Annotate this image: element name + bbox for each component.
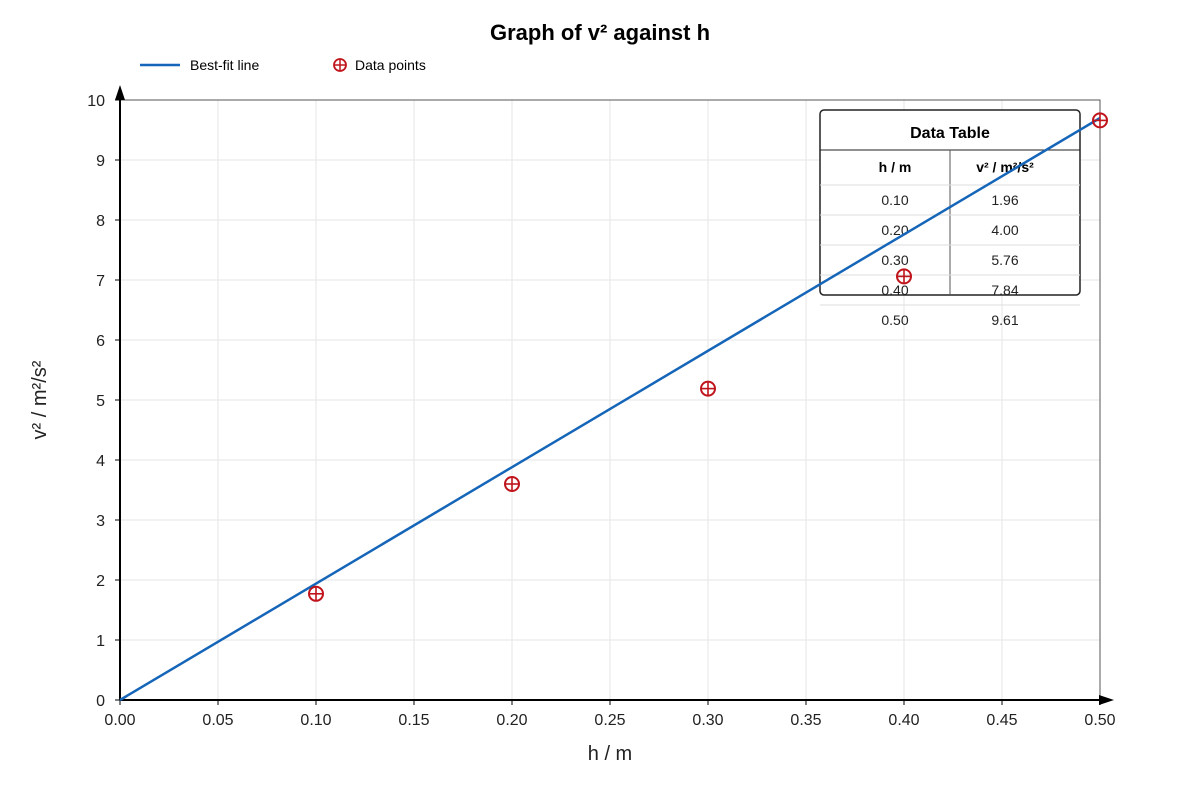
x-tick-label: 0.10 [300, 712, 331, 729]
data-table: Data Table h / m v² / m²/s² 0.10 1.96 0.20… [819, 109, 1081, 328]
ticks: 0.00 0.05 0.10 0.15 0.20 0.25 0.30 0.35 0.40 0.45… [87, 93, 1115, 729]
data-point [504, 476, 520, 492]
y-tick-label: 0 [96, 693, 105, 710]
x-tick-label: 0.05 [202, 712, 233, 729]
x-tick-label: 0.45 [986, 712, 1017, 729]
x-tick-label: 0.30 [692, 712, 723, 729]
legend-label-best-fit: Best-fit line [190, 57, 259, 73]
data-table-cell-h: 0.50 [881, 312, 908, 328]
y-tick-label: 4 [96, 453, 105, 470]
y-tick-label: 1 [96, 633, 105, 650]
x-axis-label: h / m [588, 743, 632, 765]
y-tick-label: 6 [96, 333, 105, 350]
y-tick-label: 5 [96, 393, 105, 410]
data-point [308, 585, 324, 602]
y-tick-label: 10 [87, 93, 105, 110]
y-axis-label: v² / m²/s² [29, 360, 51, 439]
best-fit-line [119, 116, 1101, 702]
x-tick-label: 0.00 [104, 712, 135, 729]
y-tick-label: 8 [96, 213, 105, 230]
chart-title: Graph of v² against h [490, 20, 710, 45]
data-table-cell-v2: 9.61 [991, 312, 1018, 328]
data-point [1092, 112, 1108, 129]
data-table-title: Data Table [910, 125, 990, 142]
legend: Best-fit line Data points [140, 57, 426, 73]
data-table-cell-h: 0.30 [881, 252, 908, 268]
data-table-cell-v2: 4.00 [991, 222, 1018, 238]
data-table-cell-h: 0.10 [881, 192, 908, 208]
data-table-cell-v2: 5.76 [991, 252, 1018, 268]
y-axis-arrow [115, 85, 125, 100]
data-point [700, 380, 716, 397]
data-table-cell-v2: 7.84 [991, 282, 1018, 298]
x-tick-label: 0.15 [398, 712, 429, 729]
data-point [896, 268, 912, 285]
legend-label-data-points: Data points [355, 57, 426, 73]
data-table-cell-h: 0.40 [881, 282, 908, 298]
data-table-header-h: h / m [879, 159, 912, 175]
x-tick-label: 0.40 [888, 712, 919, 729]
data-table-header-v2: v² / m²/s² [976, 159, 1034, 175]
y-tick-label: 9 [96, 153, 105, 170]
x-tick-label: 0.50 [1084, 712, 1115, 729]
y-tick-label: 7 [96, 273, 105, 290]
data-table-cell-v2: 1.96 [991, 192, 1018, 208]
x-axis-arrow [1099, 695, 1114, 705]
x-tick-label: 0.20 [496, 712, 527, 729]
y-tick-label: 3 [96, 513, 105, 530]
data-points [308, 112, 1108, 602]
x-tick-label: 0.35 [790, 712, 821, 729]
axes [115, 85, 1114, 705]
x-tick-label: 0.25 [594, 712, 625, 729]
y-tick-label: 2 [96, 573, 105, 590]
data-table-cell-h: 0.20 [881, 222, 908, 238]
data-table-rows: 0.10 1.96 0.20 4.00 0.30 5.76 0.40 7.84 0.50 9.61 [820, 184, 1080, 328]
legend-marker-swatch [333, 58, 347, 72]
